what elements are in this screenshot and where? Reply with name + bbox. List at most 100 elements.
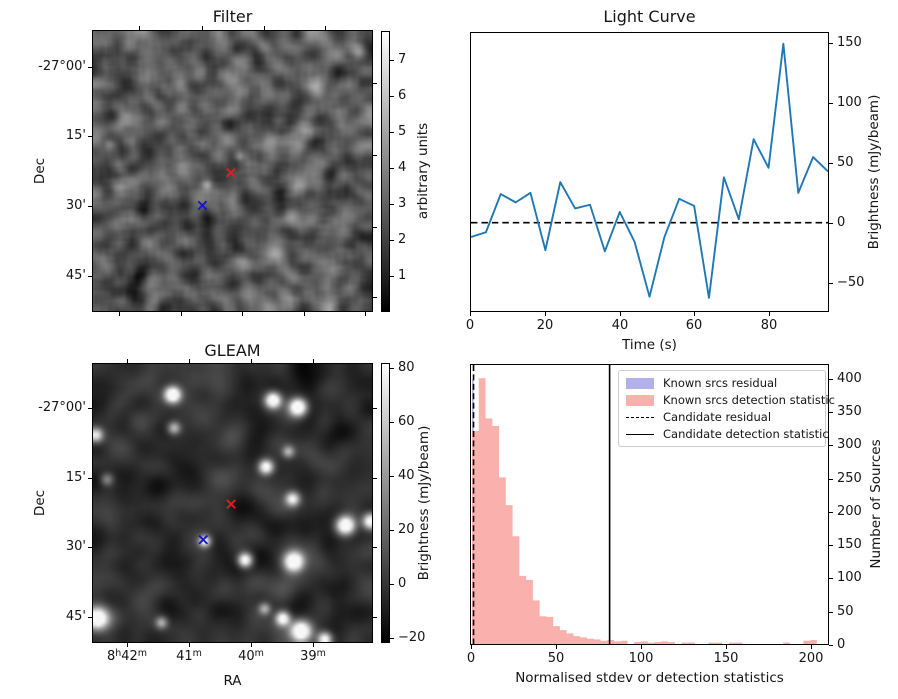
gleam-title: GLEAM [204,341,261,360]
dec-tick-label: 45' [65,609,86,624]
light-curve-line [471,42,828,299]
tick-mark [373,617,377,618]
candidate-residual-line-sample [626,416,654,418]
gleam-markers-layer [198,499,236,545]
stdev-tick-label: 100 [628,651,654,666]
legend-label: Candidate detection statistic [663,427,829,441]
tick-mark [88,136,92,137]
time-tick-label: 60 [685,318,703,333]
tick-mark [694,312,695,316]
tick-mark [390,368,394,369]
tick-mark [88,478,92,479]
brightness-tick-label: 50 [837,155,854,170]
colorbar-tick-label: 5 [398,124,407,139]
count-tick-label: 400 [837,371,862,386]
tick-mark [829,283,833,284]
colorbar-tick-label: 4 [398,160,407,175]
light-curve-plot [471,42,828,299]
tick-mark [470,312,471,316]
tick-mark [202,26,203,30]
stdev-tick-label: 50 [547,651,565,666]
light-curve-title: Light Curve [603,7,696,26]
filter-markers-layer [197,167,236,211]
tick-mark [325,26,326,30]
light-curve-panel [470,32,829,312]
filter-image-panel [92,30,373,312]
count-tick-label: 100 [837,570,862,585]
tick-mark [390,530,394,531]
brightness-tick-label: 150 [837,35,862,50]
tick-mark [641,645,642,649]
gleam-xlabel: RA [223,673,242,689]
tick-mark [373,297,377,298]
tick-mark [829,512,833,513]
count-tick-label: 300 [837,437,862,452]
tick-mark [726,645,727,649]
dec-tick-label: -27°00' [38,59,86,74]
tick-mark [88,408,92,409]
tick-mark [390,638,394,639]
tick-mark [829,545,833,546]
known-source-position-marker [198,534,209,545]
histogram-plot [472,365,817,644]
tick-mark [829,223,833,224]
tick-mark [313,359,314,363]
tick-mark [829,479,833,480]
tick-mark [829,43,833,44]
brightness-tick-label: 0 [837,215,846,230]
ra-tick-label: 39m [300,648,326,664]
tick-mark [119,312,120,316]
colorbar-tick-label: 20 [398,522,415,537]
tick-mark [471,645,472,649]
tick-mark [88,206,92,207]
brightness-tick-label: −50 [837,275,865,290]
tick-mark [365,312,366,316]
time-tick-label: 0 [465,318,475,333]
tick-mark [390,422,394,423]
histogram-xlabel: Normalised stdev or detection statistics [515,670,784,686]
brightness-tick-label: 100 [837,95,862,110]
count-tick-label: 0 [837,637,846,652]
dec-tick-label: 30' [65,198,86,213]
tick-mark [556,645,557,649]
tick-mark [390,584,394,585]
tick-mark [127,643,128,647]
stdev-tick-label: 200 [798,651,824,666]
legend: Known srcs residual Known srcs detection… [618,370,835,447]
tick-mark [313,643,314,647]
tick-mark [620,312,621,316]
tick-mark [829,103,833,104]
tick-mark [829,379,833,380]
legend-item-known-srcs-residual: Known srcs residual [626,376,818,390]
tick-mark [769,312,770,316]
tick-mark [390,204,394,205]
tick-mark [390,276,394,277]
tick-mark [189,643,190,647]
count-tick-label: 350 [837,404,862,419]
stdev-tick-label: 150 [713,651,739,666]
tick-mark [390,168,394,169]
dec-tick-label: 15' [65,470,86,485]
dec-tick-label: 15' [65,128,86,143]
colorbar-tick-label: 6 [398,88,407,103]
tick-mark [829,578,833,579]
gleam-colorbar [381,363,390,643]
gleam-colorbar-label: Brightness (mJy/beam) [416,425,432,581]
known-srcs-detection-statistic-histogram [472,378,817,644]
tick-mark [242,312,243,316]
dec-tick-label: 30' [65,539,86,554]
filter-colorbar [381,31,390,312]
known-srcs-detection-statistic-swatch [626,394,654,406]
tick-mark [251,643,252,647]
tick-mark [189,359,190,363]
legend-label: Known srcs detection statistic [663,393,835,407]
tick-mark [373,155,377,156]
legend-item-candidate-detection-statistic: Candidate detection statistic [626,427,829,441]
tick-mark [390,132,394,133]
tick-mark [829,412,833,413]
colorbar-tick-label: 1 [398,268,407,283]
tick-mark [373,408,377,409]
light-curve-ylabel: Brightness (mJy/beam) [866,94,882,250]
colorbar-tick-label: 2 [398,232,407,247]
